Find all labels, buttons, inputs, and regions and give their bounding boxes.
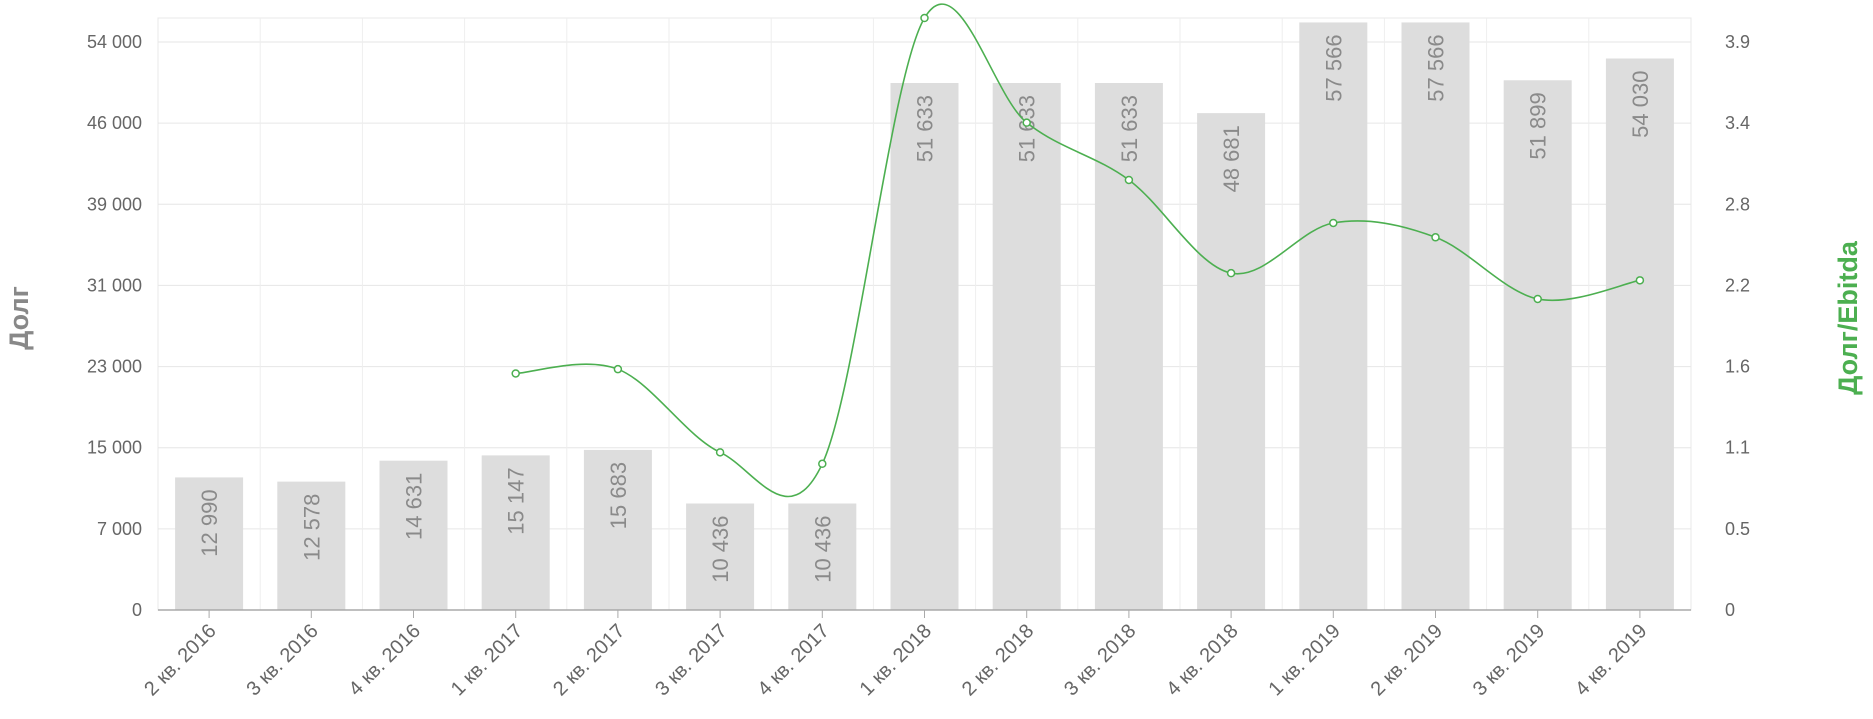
left-y-tick-label: 54 000 bbox=[87, 32, 142, 52]
x-tick-label: 2 кв. 2018 bbox=[958, 620, 1038, 700]
right-y-tick-label: 3.9 bbox=[1725, 32, 1750, 52]
bar-value-label: 10 436 bbox=[810, 515, 835, 582]
x-tick-label: 2 кв. 2016 bbox=[140, 620, 220, 700]
ratio-point bbox=[818, 459, 827, 469]
bar-value-label: 57 566 bbox=[1321, 34, 1346, 101]
ratio-point bbox=[1329, 218, 1338, 228]
left-y-tick-label: 46 000 bbox=[87, 113, 142, 133]
bar-value-label: 48 681 bbox=[1219, 125, 1244, 192]
x-tick-label: 4 кв. 2018 bbox=[1162, 620, 1242, 700]
x-tick-label: 2 кв. 2019 bbox=[1367, 620, 1447, 700]
left-y-tick-label: 31 000 bbox=[87, 275, 142, 295]
left-y-tick-label: 39 000 bbox=[87, 194, 142, 214]
bar bbox=[890, 82, 959, 611]
bar-value-label: 51 633 bbox=[1117, 95, 1142, 162]
right-y-tick-label: 2.2 bbox=[1725, 275, 1750, 295]
bar bbox=[277, 481, 346, 610]
bar bbox=[686, 503, 755, 610]
x-tick-label: 4 кв. 2019 bbox=[1571, 620, 1651, 700]
bar-value-label: 14 631 bbox=[402, 473, 427, 540]
ratio-point bbox=[613, 364, 623, 374]
x-tick-label: 1 кв. 2018 bbox=[856, 620, 936, 700]
bar bbox=[992, 82, 1061, 611]
right-y-tick-label: 1.6 bbox=[1725, 357, 1750, 377]
ratio-point bbox=[715, 448, 725, 457]
bar-value-label: 15 683 bbox=[606, 462, 631, 529]
x-tick-label: 2 кв. 2017 bbox=[549, 620, 629, 700]
bar bbox=[1605, 58, 1674, 611]
right-y-tick-label: 2.8 bbox=[1725, 194, 1750, 214]
left-y-tick-label: 0 bbox=[132, 600, 142, 620]
right-axis-title: Долг/Ebitda bbox=[1833, 240, 1863, 395]
bar-value-label: 12 990 bbox=[197, 489, 222, 556]
ratio-point bbox=[1226, 268, 1236, 278]
x-tick-label: 3 кв. 2016 bbox=[242, 620, 322, 700]
ratio-line bbox=[511, 3, 1645, 498]
bar bbox=[1503, 80, 1572, 610]
ratio-point bbox=[1635, 276, 1645, 285]
ratio-point bbox=[920, 13, 929, 23]
bar-value-label: 15 147 bbox=[504, 467, 529, 534]
bar bbox=[1299, 22, 1368, 610]
left-y-tick-label: 15 000 bbox=[87, 438, 142, 458]
bar-value-label: 10 436 bbox=[708, 515, 733, 582]
ratio-point bbox=[1124, 175, 1134, 185]
x-tick-label: 1 кв. 2017 bbox=[447, 620, 527, 700]
bar-value-label: 51 633 bbox=[913, 95, 938, 162]
bar bbox=[1094, 82, 1163, 611]
x-tick-label: 3 кв. 2019 bbox=[1469, 620, 1549, 700]
bar bbox=[1197, 113, 1266, 610]
right-y-tick-label: 3.4 bbox=[1725, 113, 1750, 133]
x-tick-label: 1 кв. 2019 bbox=[1264, 620, 1344, 700]
right-y-tick-label: 0 bbox=[1725, 600, 1735, 620]
x-tick-label: 3 кв. 2018 bbox=[1060, 620, 1140, 700]
right-y-tick-label: 1.1 bbox=[1725, 438, 1750, 458]
ratio-point bbox=[1022, 118, 1031, 127]
bar bbox=[379, 460, 448, 610]
ratio-point bbox=[1431, 233, 1440, 242]
bar bbox=[788, 503, 857, 610]
right-y-tick-label: 0.5 bbox=[1725, 519, 1750, 539]
left-y-tick-label: 23 000 bbox=[87, 357, 142, 377]
bar bbox=[481, 455, 550, 610]
ratio-point bbox=[511, 369, 520, 378]
bar bbox=[1401, 22, 1470, 610]
bar bbox=[583, 449, 652, 610]
x-tick-label: 3 кв. 2017 bbox=[651, 620, 731, 700]
x-tick-label: 4 кв. 2017 bbox=[753, 620, 833, 700]
bar-value-label: 54 030 bbox=[1628, 71, 1653, 138]
x-tick-label: 4 кв. 2016 bbox=[345, 620, 425, 700]
bar-value-label: 57 566 bbox=[1424, 34, 1449, 101]
bar-value-label: 51 899 bbox=[1526, 92, 1551, 159]
ratio-point bbox=[1533, 294, 1542, 304]
bar bbox=[175, 477, 244, 610]
left-y-tick-label: 7 000 bbox=[97, 519, 142, 539]
left-axis-title: Долг bbox=[4, 286, 34, 350]
bar-value-label: 12 578 bbox=[299, 494, 324, 561]
bars: 12 990 12 578 14 631 15 147 15 683 10 436 10 4… bbox=[175, 22, 1674, 611]
